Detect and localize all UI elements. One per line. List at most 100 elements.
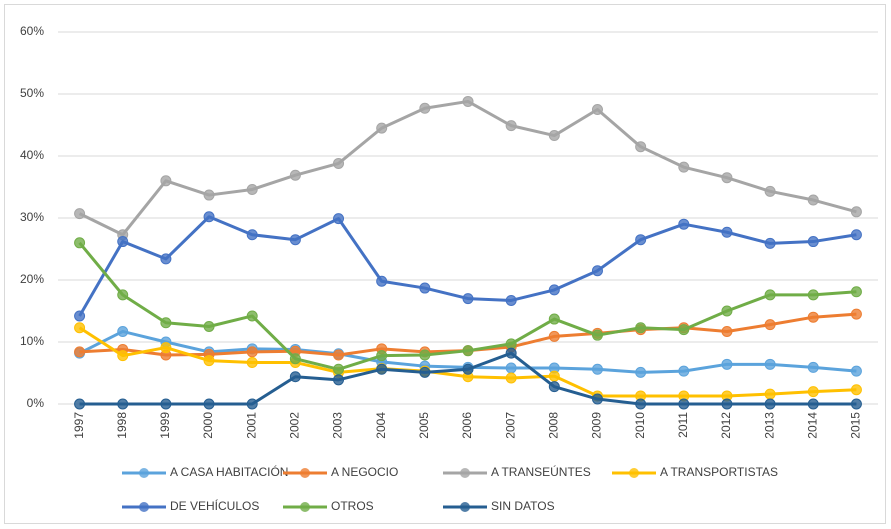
data-point [635,366,647,378]
data-point [807,289,819,301]
data-point [850,308,862,320]
data-point [721,398,733,410]
data-point [117,236,129,248]
legend-label: OTROS [331,499,374,513]
data-point [203,211,215,223]
data-point [419,102,431,114]
x-tick-label: 2012 [719,412,733,439]
x-tick-label: 2010 [633,412,647,439]
data-point [376,363,388,375]
data-point [74,310,86,322]
legend-label: A TRANSEÚNTES [491,464,591,479]
data-point [721,305,733,317]
data-point [807,361,819,373]
data-point [591,393,603,405]
data-point [850,398,862,410]
data-point [850,365,862,377]
legend-label: A TRANSPORTISTAS [660,465,778,479]
legend-marker [139,502,149,512]
data-point [462,363,474,375]
data-point [246,183,258,195]
data-point [203,321,215,332]
x-tick-label: 2004 [374,412,388,439]
data-point [807,194,819,206]
data-point [548,284,560,296]
data-point [419,349,431,361]
data-point [548,313,560,325]
data-point [591,363,603,375]
x-tick-label: 2014 [805,412,819,439]
data-point [160,317,172,329]
data-point [635,322,647,334]
legend-marker [460,468,470,478]
data-point [635,234,647,246]
legend-label: SIN DATOS [491,499,555,513]
legend-marker [300,468,310,478]
data-point [462,345,474,357]
data-point [505,347,517,359]
legend-label: A NEGOCIO [331,465,398,479]
data-point [117,289,129,301]
data-point [591,265,603,277]
data-point [289,234,301,246]
x-tick-label: 2001 [244,412,258,439]
data-point [376,275,388,287]
data-point [74,208,86,220]
data-point [635,398,647,410]
x-tick-label: 2005 [417,412,431,439]
data-point [678,398,690,410]
x-tick-label: 2002 [288,412,302,439]
data-point [764,358,776,370]
data-point [505,120,517,132]
data-point [678,218,690,230]
data-point [74,398,86,410]
x-tick-label: 2009 [590,412,604,439]
legend-marker [300,502,310,512]
data-point [850,229,862,241]
data-point [333,374,345,386]
data-point [850,286,862,298]
data-point [419,282,431,294]
data-point [635,141,647,153]
legend-marker [460,502,470,512]
x-tick-label: 2015 [849,412,863,439]
x-tick-label: 2013 [762,412,776,439]
data-point [203,189,215,201]
data-point [764,289,776,301]
data-point [591,104,603,115]
data-point [462,95,474,107]
x-tick-label: 1998 [115,412,129,439]
data-point [462,293,474,305]
data-point [764,388,776,400]
data-point [117,398,129,410]
data-point [850,206,862,218]
data-point [246,310,258,322]
data-point [160,175,172,187]
data-point [333,363,345,375]
data-point [74,346,86,358]
data-point [764,237,776,249]
data-point [505,362,517,374]
data-point [850,384,862,396]
y-tick-label: 0% [27,396,45,410]
y-tick-label: 30% [20,210,44,224]
data-point [246,346,258,358]
data-point [376,350,388,362]
data-point [203,398,215,410]
data-point [721,358,733,370]
legend-marker [629,468,639,478]
data-point [678,161,690,173]
data-point [591,329,603,341]
data-point [548,381,560,393]
data-point [74,322,86,334]
data-point [160,342,172,354]
data-point [203,355,215,367]
x-tick-label: 1999 [158,412,172,439]
y-tick-label: 40% [20,148,44,162]
chart-frame [4,4,886,524]
data-point [721,325,733,337]
data-point [548,370,560,382]
y-tick-label: 20% [20,272,44,286]
data-point [764,185,776,197]
